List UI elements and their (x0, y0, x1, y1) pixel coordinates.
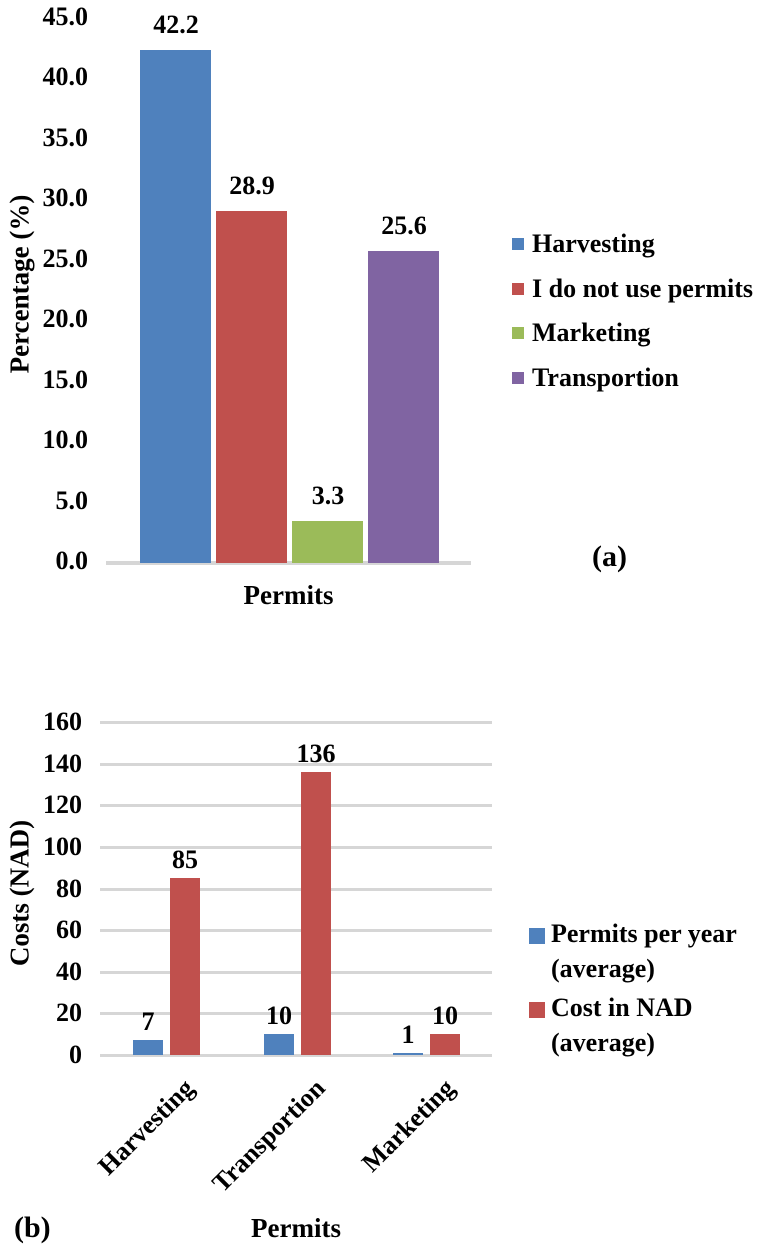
panel-a-y-tick-label: 15.0 (42, 365, 89, 394)
panel-a-legend-swatch (512, 238, 524, 250)
panel-a-legend-swatch (512, 327, 524, 339)
panel-a-bar-value-label: 42.2 (153, 10, 199, 39)
panel-a-bar-value-label: 25.6 (381, 211, 427, 240)
panel-a-legend-label: Harvesting (532, 229, 655, 258)
panel-a-y-tick-label: 5.0 (55, 486, 89, 515)
panel-a-y-tick-label: 40.0 (42, 62, 89, 91)
panel-b-x-axis-line (100, 1054, 492, 1057)
panel-a-bar-i-do-not-use-permits (216, 211, 287, 563)
panel-b-category-label-marketing: Marketing (355, 1073, 460, 1178)
panel-a-legend-swatch (512, 283, 524, 295)
panel-b-bar-value-label: 7 (141, 1007, 155, 1036)
panel-b-letter: (b) (14, 1211, 51, 1244)
panel-a-bar-transportion (368, 251, 439, 563)
panel-a-bar-harvesting (140, 50, 211, 563)
panel-b-y-tick-label: 140 (43, 749, 82, 778)
panel-a-y-tick-label: 10.0 (42, 425, 89, 454)
panel-b-gridline (100, 846, 492, 849)
panel-b-y-tick-label: 60 (56, 915, 82, 944)
panel-b-y-tick-label: 0 (69, 1040, 82, 1069)
panel-b-y-tick-label: 80 (56, 874, 82, 903)
panel-b-gridline (100, 888, 492, 891)
panel-a-x-axis-line (106, 561, 471, 565)
panel-b-y-tick-label: 40 (56, 957, 82, 986)
panel-a-letter: (a) (592, 540, 627, 573)
panel-b-legend-swatch (529, 1002, 545, 1018)
panel-b-bar-transportion-series1 (301, 772, 331, 1055)
panel-b-gridline (100, 929, 492, 932)
panel-a-bar-value-label: 28.9 (229, 171, 275, 200)
panel-b-category-label-transportion: Transportion (206, 1073, 331, 1198)
panel-b-bar-value-label: 10 (432, 1001, 458, 1030)
panel-b-y-tick-label: 100 (43, 832, 82, 861)
panel-a-legend-label: Transportion (532, 363, 679, 392)
panel-b-legend-label: Cost in NAD (average) (551, 990, 693, 1060)
panel-b-gridline (100, 721, 492, 724)
panel-b-x-axis-title: Permits (251, 1213, 341, 1243)
panel-a-y-tick-label: 45.0 (42, 2, 89, 31)
panel-b-bar-value-label: 136 (296, 739, 336, 768)
panel-a-y-tick-label: 0.0 (55, 546, 89, 575)
panel-b-category-label-harvesting: Harvesting (92, 1073, 200, 1181)
panel-a-y-tick-label: 35.0 (42, 123, 89, 152)
panel-b-bar-value-label: 85 (172, 845, 198, 874)
panel-b-legend-label-line: Cost in NAD (551, 993, 693, 1022)
panel-a-x-axis-title: Permits (243, 580, 334, 610)
panel-b-bar-harvesting-series0 (133, 1040, 163, 1055)
panel-b-y-tick-label: 120 (43, 790, 82, 819)
panel-a-y-tick-label: 30.0 (42, 183, 89, 212)
panel-b-bar-marketing-series0 (393, 1053, 423, 1055)
panel-b-legend-label-line: (average) (551, 954, 655, 983)
panel-a-y-tick-label: 25.0 (42, 244, 89, 273)
panel-b-legend-swatch (529, 928, 545, 944)
panel-b-legend-label: Permits per year (average) (551, 916, 737, 986)
panel-a-y-tick-label: 20.0 (42, 304, 89, 333)
panel-b-gridline (100, 763, 492, 766)
panel-b-y-tick-label: 20 (56, 998, 82, 1027)
panel-b-bar-transportion-series0 (264, 1034, 294, 1055)
panel-a-legend-label: Marketing (532, 318, 651, 347)
panel-b-bar-value-label: 10 (266, 1001, 292, 1030)
panel-a-legend-label: I do not use permits (532, 274, 754, 303)
panel-b-bar-value-label: 1 (401, 1020, 415, 1049)
panel-b-bar-marketing-series1 (430, 1034, 460, 1055)
panel-b-gridline (100, 1012, 492, 1015)
panel-a-bar-value-label: 3.3 (311, 481, 345, 510)
panel-b-gridline (100, 804, 492, 807)
panel-b-legend-label-line: (average) (551, 1028, 655, 1057)
panel-b-gridline (100, 971, 492, 974)
panel-a-bar-marketing (292, 521, 363, 563)
panel-b-y-tick-label: 160 (43, 707, 82, 736)
panel-b-legend-label-line: Permits per year (551, 919, 737, 948)
panel-a-legend-swatch (512, 372, 524, 384)
panel-a-y-axis-title: Percentage (%) (4, 194, 35, 374)
panel-b-bar-harvesting-series1 (170, 878, 200, 1055)
